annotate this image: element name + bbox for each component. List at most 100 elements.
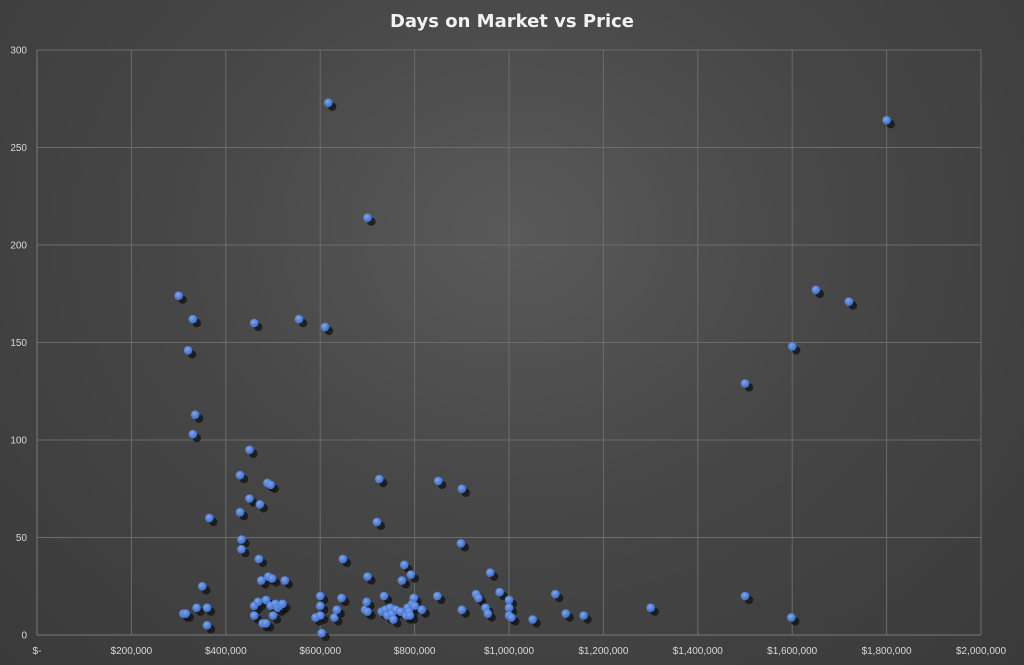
data-point [550,589,564,603]
x-tick-label: $1,200,000 [578,646,628,657]
data-point-marker [235,507,245,517]
data-point [337,593,350,607]
data-point [323,98,337,111]
data-point-marker [740,591,750,601]
x-tick-label: $600,000 [299,646,341,657]
data-point [174,291,187,304]
data-point [315,591,329,605]
data-point [332,605,345,618]
data-point [561,609,574,622]
y-tick-label: 0 [21,631,27,642]
data-point [280,576,293,589]
data-point [338,554,352,568]
data-point [278,599,291,612]
data-point-marker [786,613,796,622]
data-point [374,474,388,488]
data-point-marker [268,611,278,620]
data-point [267,574,281,587]
data-point-marker [372,517,382,527]
data-point [235,470,249,484]
data-point-marker [550,589,560,599]
data-point-marker [280,576,290,585]
data-point [363,572,376,585]
data-point [317,628,330,642]
y-tick-label: 200 [10,241,27,252]
data-point-marker [235,470,245,480]
data-point [417,605,430,618]
data-point [268,611,282,624]
data-point [811,285,824,299]
data-point-marker [278,599,287,609]
data-point-marker [410,601,419,611]
data-point [504,603,518,616]
data-point [363,213,376,226]
data-point-marker [183,345,193,355]
data-point [844,297,858,310]
data-point [432,591,446,605]
data-point [372,517,386,531]
data-point [405,611,419,624]
data-point [433,476,447,490]
data-point [579,611,592,624]
data-point [255,500,268,513]
data-point [188,314,201,328]
data-point-marker [457,605,467,614]
data-point [363,607,376,620]
data-point-marker [374,474,384,484]
data-point-marker [389,615,398,624]
data-point-marker [457,484,467,494]
data-point-marker [254,554,264,564]
data-point-marker [405,611,415,620]
data-point-marker [363,607,372,616]
data-point-marker [188,429,198,439]
data-point-marker [363,572,372,581]
data-point-marker [332,605,342,614]
data-point-marker [495,587,504,597]
data-point [646,603,659,616]
data-point-marker [192,603,201,613]
data-points [174,98,895,642]
data-point [457,484,470,497]
data-point-marker [379,591,389,601]
data-point-marker [330,613,339,622]
data-point-marker [317,628,326,638]
x-tick-label: $800,000 [394,646,436,657]
data-point [202,620,216,634]
data-point-marker [504,603,514,613]
data-point [261,618,275,632]
data-point-marker [528,615,537,624]
data-point [190,410,204,423]
data-point-marker [245,445,254,455]
data-point-marker [432,591,442,601]
data-point [315,601,329,614]
data-point-marker [197,581,207,591]
data-point [740,591,754,605]
data-point-marker [315,611,325,620]
data-point [188,429,201,443]
data-point [456,539,470,552]
data-point-marker [294,314,304,324]
data-point-marker [882,115,891,125]
data-point [483,609,496,622]
data-point-marker [174,291,183,301]
data-point-marker [579,611,588,620]
x-tick-label: $1,400,000 [673,646,723,657]
data-point [740,379,754,392]
gridlines [37,49,982,635]
y-tick-label: 250 [10,143,27,154]
data-point [253,597,267,611]
data-point-marker [485,568,495,577]
data-point [256,576,270,589]
data-point [249,318,263,332]
data-point [485,568,499,581]
data-point [192,603,205,616]
data-point [786,613,800,626]
data-point [315,611,329,624]
data-point [389,615,402,628]
data-point [204,513,218,527]
data-point-marker [811,285,821,295]
data-point-marker [204,513,214,523]
data-point-marker [266,480,275,490]
data-point [237,544,250,558]
